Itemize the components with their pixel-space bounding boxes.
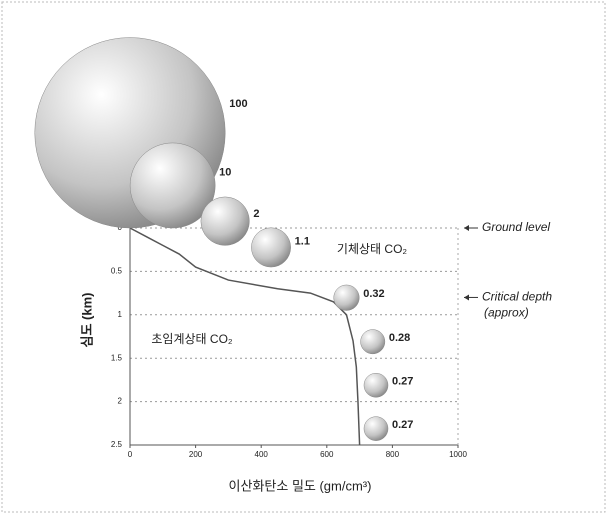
density-curve <box>129 227 361 446</box>
arrow-head <box>464 294 469 301</box>
y-tick-label: 1.5 <box>111 353 123 362</box>
y-tick-label: 2 <box>118 397 123 406</box>
x-tick-label: 800 <box>386 450 400 459</box>
annotation: Critical depth <box>482 290 552 304</box>
y-tick-label: 2.5 <box>111 440 123 449</box>
region-label: 기체상태 CO₂ <box>337 242 407 256</box>
x-tick-label: 400 <box>255 450 269 459</box>
region-label: 초임계상태 CO₂ <box>151 332 233 346</box>
bubble-label: 100 <box>229 98 247 110</box>
y-axis-label: 심도 (km) <box>79 293 94 348</box>
bubble <box>363 372 389 398</box>
x-tick-label: 200 <box>189 450 203 459</box>
bubble-label: 0.32 <box>363 288 384 300</box>
bubble <box>251 227 291 268</box>
bubble-label: 0.28 <box>389 332 410 344</box>
bubble-label: 0.27 <box>392 419 413 431</box>
bubble <box>129 142 216 229</box>
x-tick-label: 600 <box>320 450 334 459</box>
x-axis-label: 이산화탄소 밀도 (gm/cm³) <box>229 478 372 493</box>
bubble-label: 1.1 <box>295 235 310 247</box>
bubble <box>200 196 250 246</box>
bubble-label: 10 <box>219 167 231 179</box>
y-tick-label: 0.5 <box>111 267 123 276</box>
bubble-label: 2 <box>253 208 259 220</box>
arrow-head <box>464 225 469 231</box>
annotation-note: (approx) <box>484 306 529 320</box>
bubble <box>333 284 360 311</box>
bubble <box>360 329 386 355</box>
y-tick-label: 1 <box>118 310 123 319</box>
bubble-label: 0.27 <box>392 376 413 388</box>
bubble <box>363 416 389 441</box>
x-tick-label: 0 <box>128 450 133 459</box>
x-tick-label: 1000 <box>449 450 467 459</box>
annotation: Ground level <box>482 220 550 234</box>
